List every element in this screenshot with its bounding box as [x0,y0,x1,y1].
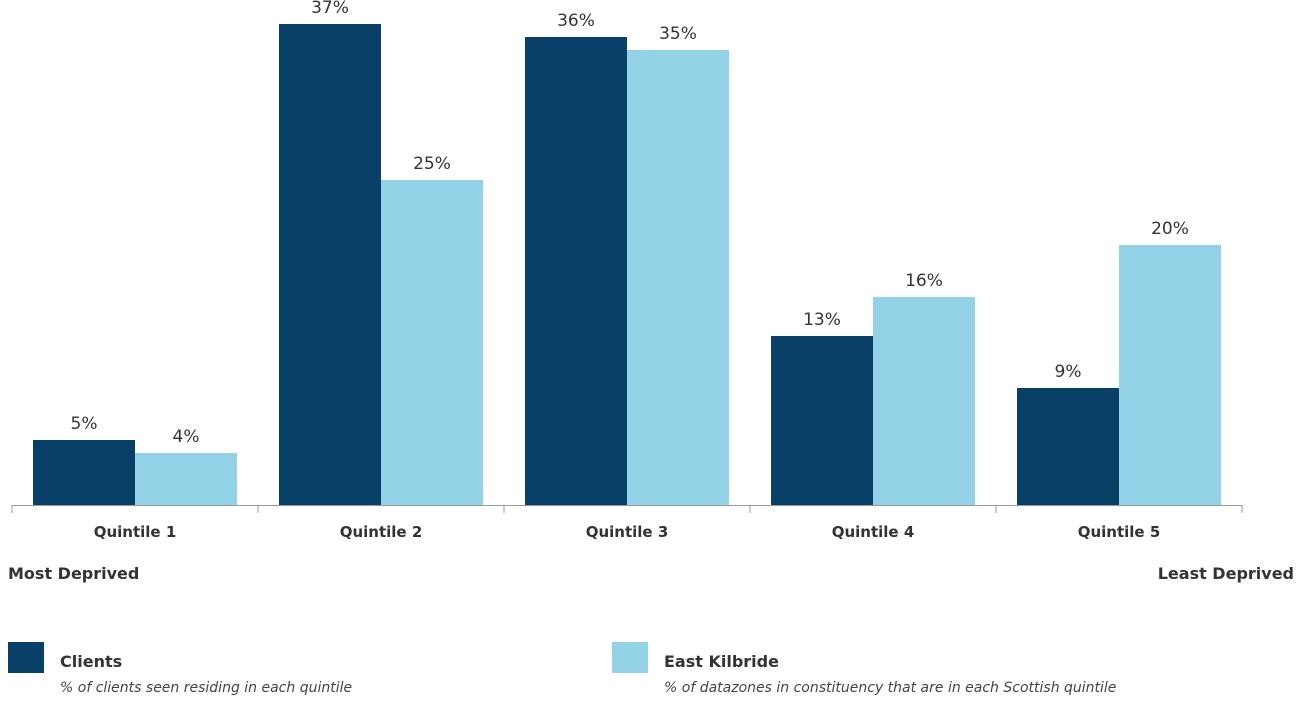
bar-clients-q1 [33,440,135,505]
data-label-clients-q2: 37% [311,0,349,18]
most-deprived-label: Most Deprived [8,564,140,583]
x-tick-label-q3: Quintile 3 [586,523,669,541]
bar-east-kilbride-q5 [1119,245,1221,505]
bar-clients-q5 [1017,388,1119,505]
data-label-clients-q1: 5% [71,414,98,434]
legend-description-east-kilbride: % of datazones in constituency that are … [664,680,1117,696]
x-tick-label-q4: Quintile 4 [832,523,915,541]
data-label-clients-q4: 13% [803,310,841,330]
bar-east-kilbride-q4 [873,297,975,505]
data-label-east-kilbride-q3: 35% [659,24,697,44]
bar-east-kilbride-q2 [381,180,483,505]
x-tick-label-q2: Quintile 2 [340,523,423,541]
data-label-clients-q3: 36% [557,11,595,31]
legend-swatch-east-kilbride [612,642,648,673]
legend-swatch-clients [8,642,44,673]
bar-clients-q2 [279,24,381,505]
data-label-east-kilbride-q4: 16% [905,271,943,291]
legend-description-clients: % of clients seen residing in each quint… [60,680,353,696]
bar-clients-q4 [771,336,873,505]
x-tick-label-q5: Quintile 5 [1078,523,1161,541]
bar-chart: 5% 4% Quintile 1 37% 25% Quintile 2 36% 35% Quin… [11,0,1243,541]
bar-clients-q3 [525,37,627,505]
bar-east-kilbride-q1 [135,453,237,505]
legend-name-clients: Clients [60,652,123,671]
data-label-east-kilbride-q5: 20% [1151,219,1189,239]
legend-name-east-kilbride: East Kilbride [664,652,779,671]
data-label-east-kilbride-q2: 25% [413,154,451,174]
data-label-clients-q5: 9% [1055,362,1082,382]
data-label-east-kilbride-q1: 4% [173,427,200,447]
x-tick-label-q1: Quintile 1 [94,523,177,541]
least-deprived-label: Least Deprived [1157,564,1294,583]
bar-east-kilbride-q3 [627,50,729,505]
